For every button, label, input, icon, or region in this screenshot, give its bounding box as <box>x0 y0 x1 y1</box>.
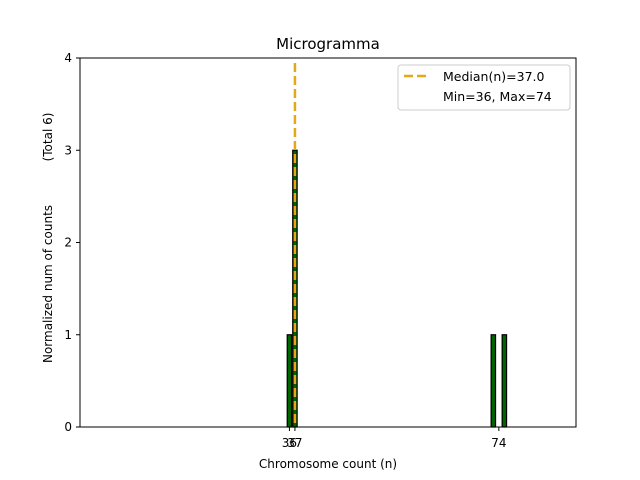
legend-box <box>397 64 571 111</box>
y-axis-label: Normalized num of counts <box>41 205 55 363</box>
x-tick-label-37: 37 <box>287 436 302 450</box>
y-tick-label-4: 4 <box>64 51 72 65</box>
y-axis-total-note: (Total 6) <box>41 113 55 162</box>
y-tick-label-3: 3 <box>64 143 72 157</box>
x-tick-label-36: 36 <box>282 436 297 450</box>
legend-entry-range: Min=36, Max=74 <box>443 89 552 104</box>
y-tick-label-2: 2 <box>64 236 72 250</box>
chart-title: Microgramma <box>276 35 380 53</box>
bar-75 <box>501 334 508 428</box>
x-axis-label: Chromosome count (n) <box>259 457 397 471</box>
y-axis: 0 1 2 3 4 <box>64 51 80 434</box>
x-tick-label-74: 74 <box>491 436 506 450</box>
legend: Median(n)=37.0 Min=36, Max=74 <box>397 64 571 111</box>
bar-36 <box>286 334 293 428</box>
y-tick-label-1: 1 <box>64 328 72 342</box>
bar-73 <box>490 334 497 428</box>
y-tick-label-0: 0 <box>64 420 72 434</box>
legend-entry-median: Median(n)=37.0 <box>443 69 544 84</box>
